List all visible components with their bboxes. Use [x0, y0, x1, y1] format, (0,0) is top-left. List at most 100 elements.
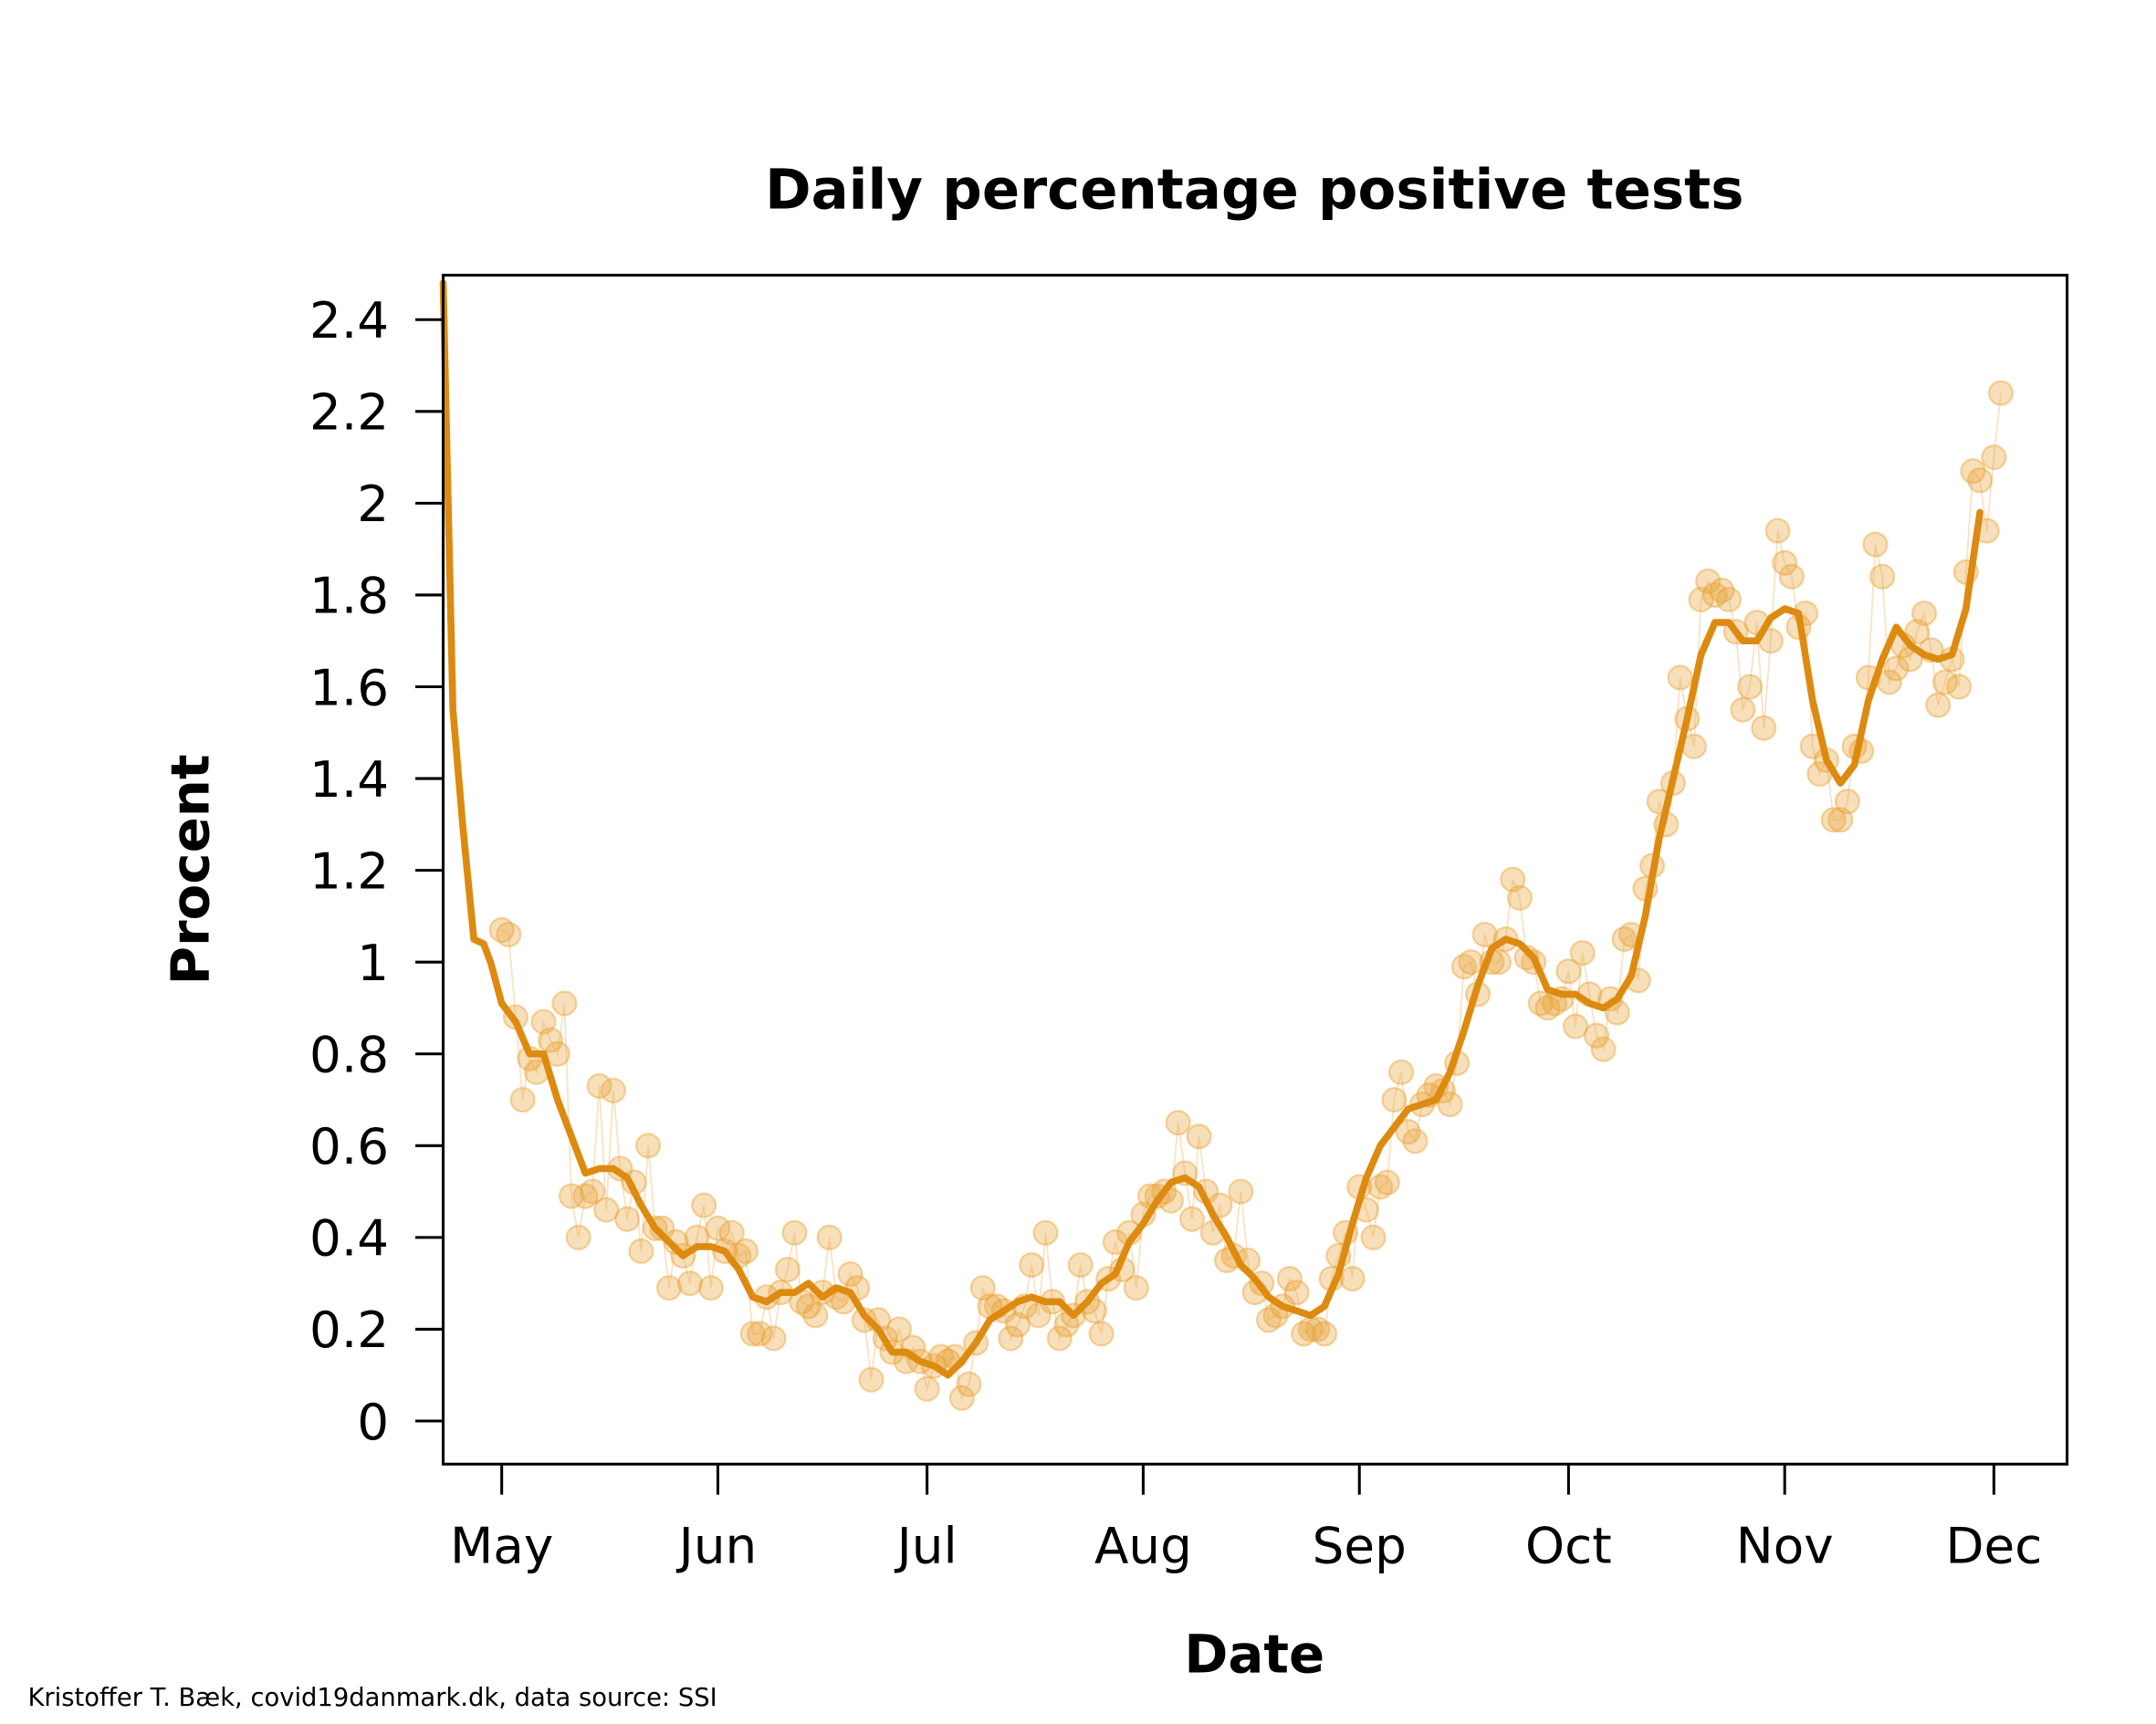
data-point: [1701, 581, 1728, 609]
data-point: [1025, 1302, 1052, 1329]
data-point: [1458, 949, 1484, 976]
data-point: [1046, 1325, 1073, 1352]
data-point: [1862, 531, 1889, 558]
data-point: [628, 1238, 654, 1265]
data-point: [1471, 921, 1498, 948]
data-point: [1291, 1321, 1317, 1347]
data-point: [747, 1321, 773, 1347]
data-point: [1764, 517, 1791, 544]
y-tick-label: 0.4: [309, 1209, 389, 1268]
y-tick-label: 0.6: [309, 1117, 389, 1175]
data-point: [634, 1133, 662, 1159]
data-point: [1381, 1086, 1408, 1113]
data-point: [1590, 1036, 1617, 1062]
y-tick-label: 1.6: [309, 658, 389, 716]
data-point: [858, 1366, 884, 1393]
data-point: [1500, 866, 1526, 893]
data-point: [509, 1086, 536, 1113]
data-point: [1946, 674, 1973, 700]
x-tick-label: Nov: [1736, 1516, 1834, 1574]
caption: Kristoffer T. Bæk, covid19danmark.dk, da…: [27, 1684, 717, 1712]
data-point: [1088, 1321, 1115, 1347]
y-tick-label: 1.4: [309, 750, 389, 809]
data-point: [956, 1371, 982, 1397]
data-point: [1569, 940, 1596, 966]
y-tick-label: 0.8: [309, 1026, 389, 1084]
data-point: [1931, 669, 1958, 695]
x-tick-label: Dec: [1945, 1516, 2042, 1574]
data-point: [691, 1192, 717, 1218]
y-tick-label: 2: [357, 475, 389, 533]
data-point: [538, 1027, 564, 1053]
y-tick-label: 0: [357, 1393, 389, 1451]
data-point: [732, 1238, 759, 1265]
data-point: [1736, 674, 1764, 700]
data-point: [1883, 655, 1910, 682]
data-point: [1960, 458, 1986, 485]
data-point: [1276, 1266, 1303, 1292]
data-point: [1506, 884, 1533, 911]
data-point: [1611, 925, 1638, 953]
data-point: [697, 1275, 724, 1301]
data-point: [1374, 1169, 1400, 1196]
data-point: [802, 1302, 829, 1329]
data-point: [1388, 1059, 1415, 1085]
x-tick-label: Aug: [1094, 1516, 1192, 1574]
data-point: [739, 1321, 766, 1347]
data-point: [1402, 1128, 1429, 1155]
data-point: [705, 1215, 731, 1241]
data-point: [1667, 664, 1693, 691]
y-axis-label: Procent: [159, 754, 221, 985]
data-point: [1910, 600, 1938, 627]
y-tick-label: 2.2: [309, 383, 389, 442]
data-point: [1437, 1091, 1463, 1118]
data-point: [1778, 563, 1805, 590]
data-point: [837, 1261, 863, 1288]
chart-title: Daily percentage positive tests: [765, 157, 1743, 222]
data-point: [1709, 577, 1735, 603]
data-point: [579, 1178, 606, 1205]
data-point: [1834, 789, 1861, 815]
data-point: [1695, 568, 1722, 594]
data-point: [614, 1206, 641, 1232]
data-point: [530, 1008, 557, 1035]
data-point: [1178, 1206, 1205, 1232]
data-point: [1367, 1174, 1394, 1200]
data-point: [1450, 954, 1477, 980]
data-point: [1123, 1275, 1149, 1301]
data-point: [1555, 958, 1582, 985]
x-tick-label: Jun: [676, 1516, 758, 1574]
data-point: [1562, 1013, 1589, 1040]
data-point: [760, 1325, 787, 1352]
data-point: [1228, 1178, 1254, 1205]
data-point: [565, 1224, 591, 1250]
data-point: [969, 1275, 996, 1301]
data-point: [1304, 1316, 1331, 1343]
data-point: [1820, 807, 1847, 833]
data-point: [1869, 563, 1896, 590]
data-point: [1688, 586, 1714, 613]
data-point: [496, 921, 522, 948]
x-tick-label: Sep: [1313, 1516, 1407, 1574]
data-point: [1032, 1219, 1059, 1246]
data-point: [1981, 444, 2007, 471]
data-point: [1925, 692, 1952, 718]
x-tick-label: Jul: [895, 1516, 958, 1574]
y-tick-label: 1: [357, 934, 389, 992]
data-point: [1019, 1251, 1045, 1279]
x-axis-label: Date: [1184, 1624, 1324, 1686]
data-point: [655, 1275, 683, 1301]
data-point: [1311, 1321, 1338, 1347]
data-point: [1067, 1251, 1094, 1279]
data-point: [1339, 1266, 1366, 1292]
data-point: [1283, 1280, 1310, 1306]
data-point: [593, 1196, 620, 1223]
data-point: [885, 1316, 913, 1343]
plot-area: [439, 279, 2015, 1411]
data-point: [1395, 1119, 1421, 1145]
trend-line: [439, 279, 1983, 1379]
data-point: [600, 1077, 626, 1104]
y-tick-label: 2.4: [309, 291, 389, 350]
